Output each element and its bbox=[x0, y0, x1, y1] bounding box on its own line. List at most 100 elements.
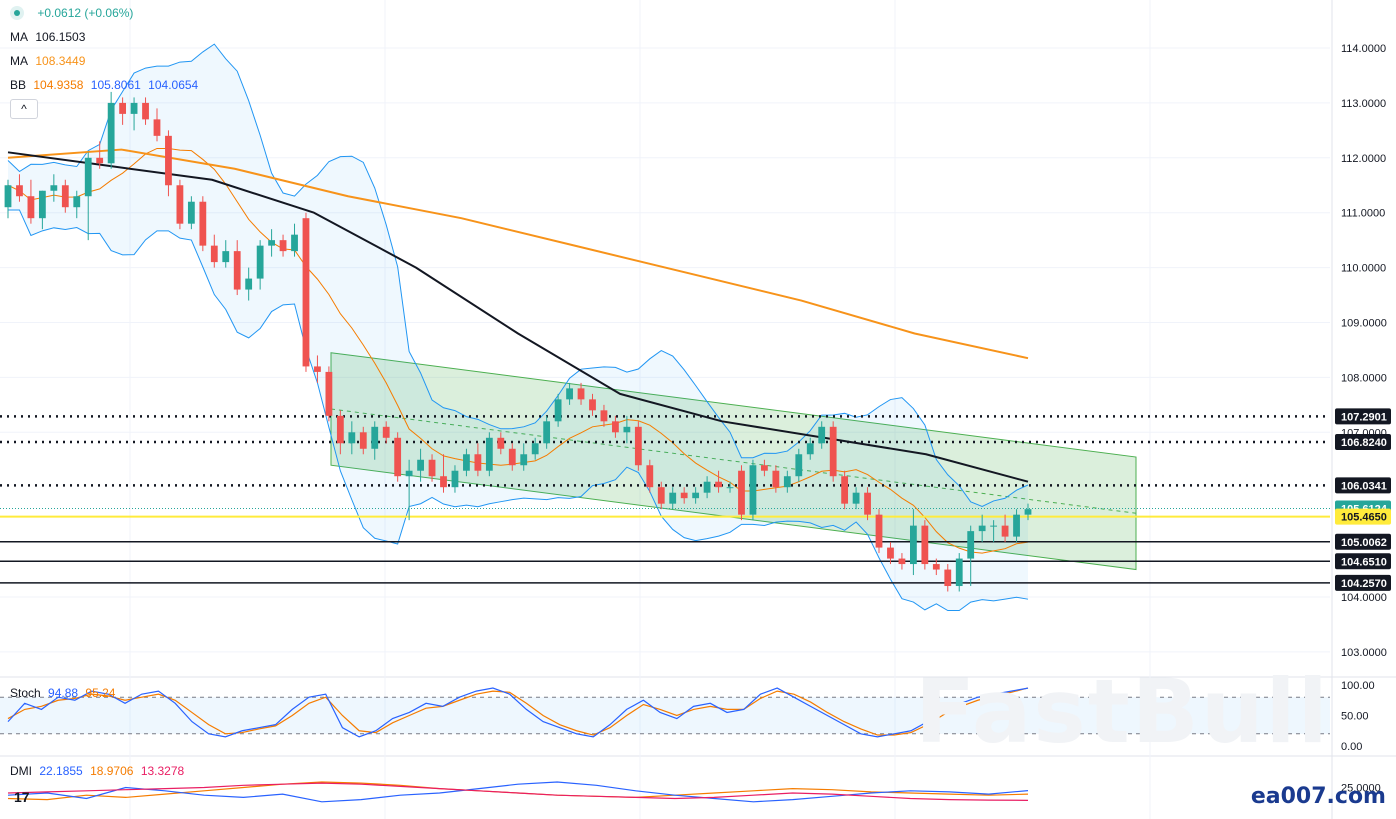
candle-body bbox=[210, 245, 218, 263]
candle-body bbox=[829, 426, 837, 477]
bollinger-fill bbox=[8, 44, 1028, 611]
stoch-d-line bbox=[7, 687, 1029, 736]
candle-body bbox=[394, 437, 402, 477]
candle-body bbox=[38, 190, 46, 219]
bb-legend[interactable]: BB 104.9358 105.8061 104.0654 bbox=[10, 78, 202, 92]
candle-body bbox=[463, 454, 470, 471]
ma-slow-line bbox=[7, 148, 1029, 360]
candle-body bbox=[887, 547, 894, 559]
candle-body bbox=[279, 240, 287, 252]
price-tag bbox=[1335, 574, 1391, 591]
candle-body bbox=[715, 481, 722, 488]
candle-body bbox=[302, 218, 310, 367]
y-axis-tick-label: 110.0000 bbox=[1341, 263, 1386, 275]
candle-body bbox=[944, 569, 952, 587]
candle-body bbox=[543, 421, 551, 444]
dmi-adx-line bbox=[7, 782, 1029, 801]
candle-body bbox=[314, 366, 321, 372]
candle-body bbox=[669, 492, 677, 504]
candle-body bbox=[612, 421, 619, 433]
bb-label: BB bbox=[10, 78, 27, 92]
stoch-band bbox=[0, 697, 1330, 734]
candle-body bbox=[864, 492, 871, 515]
y-axis-tick-label: 103.0000 bbox=[1341, 647, 1387, 659]
y-axis-tick-label: 113.0000 bbox=[1341, 98, 1386, 110]
candle-body bbox=[875, 514, 883, 548]
watermark-site: ea007.com bbox=[1250, 784, 1386, 809]
price-tag bbox=[1335, 533, 1391, 550]
trend-channel bbox=[330, 352, 1137, 571]
candle-body bbox=[96, 157, 104, 164]
candle-body bbox=[990, 525, 998, 527]
candle-body bbox=[348, 432, 356, 444]
candle-body bbox=[165, 135, 172, 186]
candle-body bbox=[84, 157, 92, 197]
candle-body bbox=[474, 454, 482, 471]
candle-body bbox=[909, 525, 917, 565]
candle-body bbox=[428, 459, 436, 477]
bb-upper-value: 105.8061 bbox=[90, 78, 141, 92]
candle-body bbox=[73, 196, 81, 208]
ma1-legend[interactable]: MA 106.1503 bbox=[10, 30, 89, 44]
candle-body bbox=[761, 465, 768, 471]
ma2-legend[interactable]: MA 108.3449 bbox=[10, 54, 89, 68]
ma-fast-line bbox=[7, 151, 1029, 483]
candle-body bbox=[497, 437, 505, 449]
y-axis-tick-label: 109.0000 bbox=[1341, 318, 1387, 330]
price-tag bbox=[1335, 408, 1391, 425]
stoch-label: Stoch bbox=[10, 686, 41, 700]
candle-body bbox=[783, 476, 791, 488]
candle-body bbox=[1024, 509, 1032, 515]
dmi-legend[interactable]: DMI 22.1855 18.9706 13.3278 bbox=[10, 764, 188, 778]
stoch-d-value: 95.24 bbox=[85, 686, 116, 700]
y-axis-tick-label: 112.0000 bbox=[1341, 153, 1386, 165]
price-tag bbox=[1335, 508, 1391, 525]
candle-body bbox=[508, 448, 516, 466]
candle-body bbox=[680, 492, 688, 499]
symbol-dot-icon[interactable] bbox=[10, 6, 24, 20]
candle-body bbox=[577, 388, 585, 400]
candle-body bbox=[153, 119, 161, 136]
dmi-label: DMI bbox=[10, 764, 32, 778]
candle-body bbox=[325, 371, 333, 416]
candle-body bbox=[61, 185, 69, 208]
candle-body bbox=[50, 185, 58, 191]
candle-body bbox=[749, 465, 757, 515]
candle-body bbox=[795, 454, 803, 477]
candle-body bbox=[382, 426, 390, 438]
ma1-value: 106.1503 bbox=[35, 30, 86, 44]
y-axis-tick-label: 108.0000 bbox=[1341, 372, 1387, 384]
y-axis-tick-label: 111.0000 bbox=[1341, 208, 1385, 220]
candle-body bbox=[187, 201, 195, 224]
candle-body bbox=[222, 251, 230, 263]
candle-body bbox=[27, 196, 35, 219]
candle-body bbox=[818, 426, 826, 444]
price-tag bbox=[1335, 553, 1391, 570]
y-axis-tick-label: 104.0000 bbox=[1341, 592, 1387, 604]
candle-body bbox=[554, 399, 562, 422]
platform-logo[interactable]: 17 bbox=[14, 789, 30, 805]
candle-body bbox=[16, 185, 23, 197]
candle-body bbox=[921, 525, 929, 565]
dmi-adx-value: 13.3278 bbox=[140, 764, 185, 778]
candle-body bbox=[359, 432, 367, 449]
candle-body bbox=[531, 443, 539, 455]
price-tag-label: 105.0062 bbox=[1341, 537, 1387, 549]
candle-body bbox=[600, 410, 608, 422]
candle-body bbox=[967, 531, 975, 559]
change-legend: +0.0612 (+0.06%) bbox=[10, 6, 137, 20]
candle-body bbox=[634, 426, 642, 466]
stoch-k-value: 94.88 bbox=[48, 686, 79, 700]
bollinger-lower bbox=[8, 209, 1029, 612]
price-tag bbox=[1335, 477, 1391, 494]
candle-body bbox=[589, 399, 596, 411]
candle-body bbox=[371, 426, 379, 449]
candle-body bbox=[1013, 514, 1020, 537]
stoch-legend[interactable]: Stoch 94.88 95.24 bbox=[10, 686, 119, 700]
candle-body bbox=[119, 102, 127, 114]
watermark-brand: FastBull bbox=[915, 660, 1330, 763]
collapse-legend-button[interactable]: ^ bbox=[10, 99, 38, 119]
ma1-label: MA bbox=[10, 30, 28, 44]
bb-lower-value: 104.0654 bbox=[148, 78, 199, 92]
